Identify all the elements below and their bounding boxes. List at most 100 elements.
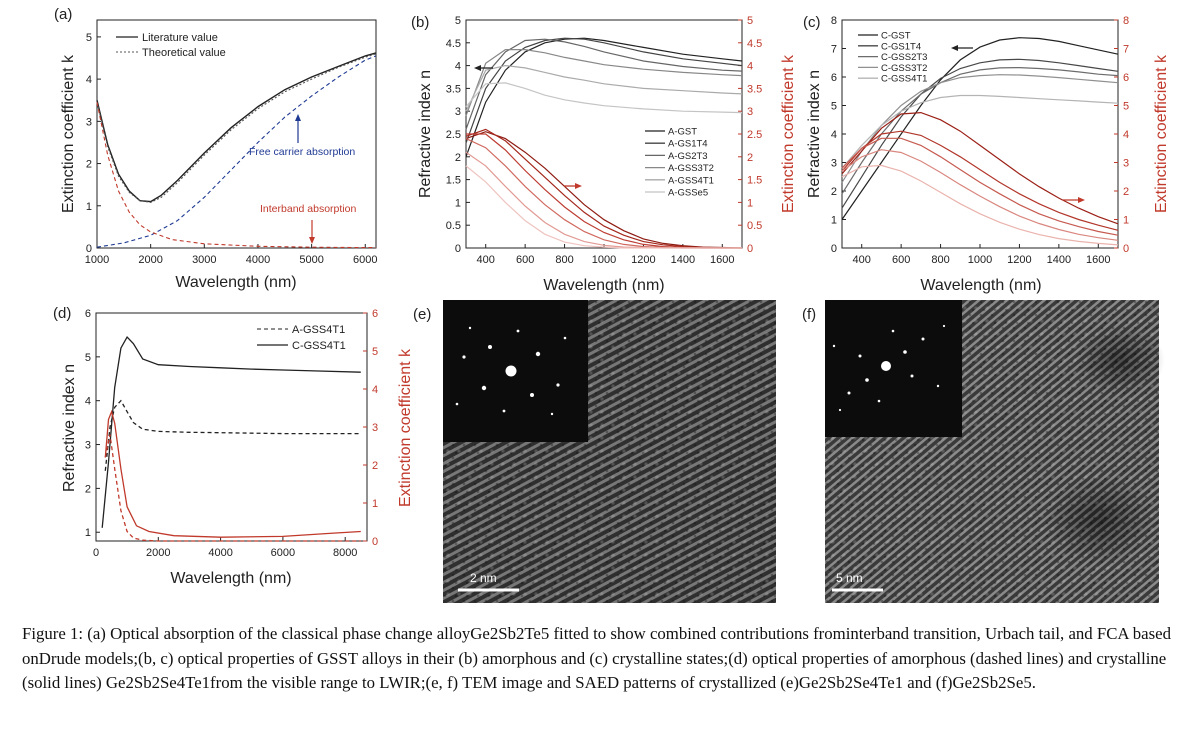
panel-c-legend-entry-C-GSS2T3: C-GSS2T3 xyxy=(881,52,927,63)
panel-a-ytick-label: 4 xyxy=(86,74,92,86)
panel-c-y2tick-label: 2 xyxy=(1123,186,1129,198)
panel-c-k-line-C-GSS3T2 xyxy=(841,149,1119,241)
panel-a-frame xyxy=(96,19,377,249)
panel-a-series-line-0 xyxy=(96,52,377,203)
panel-c-n-line-C-GSS3T2 xyxy=(841,74,1119,183)
panel-b-ytick-label: 1 xyxy=(455,197,461,209)
panel-b-series xyxy=(465,37,743,249)
panel-b-y2tick-label: 3.5 xyxy=(747,83,762,95)
panel-a-label: (a) xyxy=(54,6,72,23)
panel-c-legend-entry-C-GSS4T1: C-GSS4T1 xyxy=(881,74,927,85)
panel-b-xtick-label: 800 xyxy=(555,254,573,266)
panel-b-legend-entry-A-GSSe5: A-GSSe5 xyxy=(668,188,708,199)
panel-a-ytick-label: 2 xyxy=(86,159,92,171)
panel-d-xlabel: Wavelength (nm) xyxy=(170,570,291,587)
saed-pattern-f xyxy=(832,324,946,412)
panel-b-xlabel: Wavelength (nm) xyxy=(543,277,664,294)
panel-d-xtick-label: 6000 xyxy=(271,547,295,559)
panel-b-y2tick-label: 0 xyxy=(747,243,753,255)
panel-a-series-line-1 xyxy=(96,53,377,203)
panel-a-ytick-label: 3 xyxy=(86,116,92,128)
panel-d-ytick-label: 3 xyxy=(85,440,91,452)
panel-b-ytick-label: 4.5 xyxy=(446,38,461,50)
panel-c-xtick-label: 400 xyxy=(853,254,871,266)
panel-a-legend-theoretical: Theoretical value xyxy=(142,47,226,59)
panel-c-ytick-label: 0 xyxy=(831,243,837,255)
panel-c-xtick-label: 600 xyxy=(892,254,910,266)
saed-inset-f xyxy=(825,300,962,437)
panel-c-y2tick-label: 7 xyxy=(1123,44,1129,56)
panel-c-legend-entry-C-GSS3T2: C-GSS3T2 xyxy=(881,63,927,74)
panel-a-xtick-label: 2000 xyxy=(138,254,162,266)
panel-e-label: (e) xyxy=(413,306,431,323)
panel-a-xtick-label: 4000 xyxy=(246,254,270,266)
panel-a-axes: 1000 2000 3000 4000 5000 6000 0 1 2 3 4 5 xyxy=(85,32,378,266)
panel-c-y2tick-label: 1 xyxy=(1123,215,1129,227)
panel-a-arrowhead-fca xyxy=(295,114,301,121)
panel-b-y2tick-label: 0.5 xyxy=(747,220,762,232)
panel-c-legend-entry-C-GST: C-GST xyxy=(881,31,911,42)
panel-c-axes: 400 600 800 1000 1200 1400 1600 0 1 2 3 4 5 6 7 8 0 1 2 3 4 5… xyxy=(831,15,1129,266)
panel-d-y2tick-label: 2 xyxy=(372,460,378,472)
panel-d-ytick-label: 1 xyxy=(85,527,91,539)
panel-c-xlabel: Wavelength (nm) xyxy=(920,277,1041,294)
panel-d-xtick-label: 2000 xyxy=(146,547,170,559)
panel-c-ytick-label: 8 xyxy=(831,15,837,27)
panel-b-n-line-A-GS1T4 xyxy=(465,37,743,144)
panel-a-ytick-label: 5 xyxy=(86,32,92,44)
panel-c-y2tick-label: 6 xyxy=(1123,72,1129,84)
panel-d-y2tick-label: 3 xyxy=(372,422,378,434)
panel-c-arrowhead-n xyxy=(951,45,958,51)
panel-d-k-line-A-GSS4T1 xyxy=(104,434,361,542)
panel-b-n-line-A-GS2T3 xyxy=(465,38,743,130)
panel-c-n-line-C-GST xyxy=(841,37,1119,220)
panel-c-ytick-label: 3 xyxy=(831,158,837,170)
panel-a-legend-literature: Literature value xyxy=(142,32,218,44)
panel-b-arrowhead-k xyxy=(575,183,582,189)
panel-d-y2tick-label: 5 xyxy=(372,346,378,358)
panel-a-xtick-label: 6000 xyxy=(353,254,377,266)
panel-a-arrowhead-interband xyxy=(309,237,315,244)
panel-d-n-line-A-GSS4T1 xyxy=(104,399,361,471)
panel-a-annotation-fca: Free carrier absorption xyxy=(249,146,355,158)
panel-b-y2tick-label: 4.5 xyxy=(747,38,762,50)
panel-c-ytick-label: 2 xyxy=(831,186,837,198)
panel-b-xtick-label: 400 xyxy=(477,254,495,266)
panel-b-ylabel: Refractive index n xyxy=(417,70,434,198)
panel-b-ytick-label: 3.5 xyxy=(446,83,461,95)
panel-c-xtick-label: 1000 xyxy=(968,254,992,266)
panel-d-ytick-label: 6 xyxy=(85,308,91,320)
panel-c-xtick-label: 1200 xyxy=(1007,254,1031,266)
panel-c-n-line-C-GSS2T3 xyxy=(841,66,1119,195)
panel-b-ytick-label: 1.5 xyxy=(446,175,461,187)
panel-d-xtick-label: 0 xyxy=(93,547,99,559)
panel-b-n-line-A-GSS3T2 xyxy=(465,49,743,117)
panel-c-y2tick-label: 5 xyxy=(1123,101,1129,113)
panel-b-xtick-label: 1400 xyxy=(671,254,695,266)
tem-dark-region-f xyxy=(1045,475,1155,565)
panel-b-ytick-label: 3 xyxy=(455,106,461,118)
panel-b-k-line-A-GSSe5 xyxy=(465,165,742,249)
panel-a: (a) 1000 2000 3000 4000 5000 6000 0 1 2 3 4 5 Wavel… xyxy=(54,6,378,291)
panel-b-y2tick-label: 5 xyxy=(747,15,753,27)
panel-c-legend-entry-C-GS1T4: C-GS1T4 xyxy=(881,41,921,52)
panel-b-y2tick-label: 3 xyxy=(747,106,753,118)
panel-c-y2label: Extinction coefficient k xyxy=(1153,54,1170,213)
panel-f: (f) 5 nm xyxy=(802,300,1165,603)
panel-a-ylabel: Extinction coefficient k xyxy=(60,54,77,213)
panel-b-xtick-label: 1200 xyxy=(631,254,655,266)
panel-b-legend-entry-A-GS1T4: A-GS1T4 xyxy=(668,139,708,150)
panel-b-axes: 400 600 800 1000 1200 1400 1600 0 0.5 1 1.5 2 2.5 3 3.… xyxy=(446,15,763,266)
scale-label-e: 2 nm xyxy=(470,571,497,585)
panel-d-legend-crystalline: C-GSS4T1 xyxy=(292,340,346,352)
panel-b-legend-entry-A-GSS4T1: A-GSS4T1 xyxy=(668,175,714,186)
panel-c-y2tick-label: 0 xyxy=(1123,243,1129,255)
panel-c-xtick-label: 1600 xyxy=(1086,254,1110,266)
panel-a-series-line-3 xyxy=(96,102,376,249)
panel-f-label: (f) xyxy=(802,306,816,323)
panel-c-k-line-C-GSS4T1 xyxy=(841,164,1119,246)
